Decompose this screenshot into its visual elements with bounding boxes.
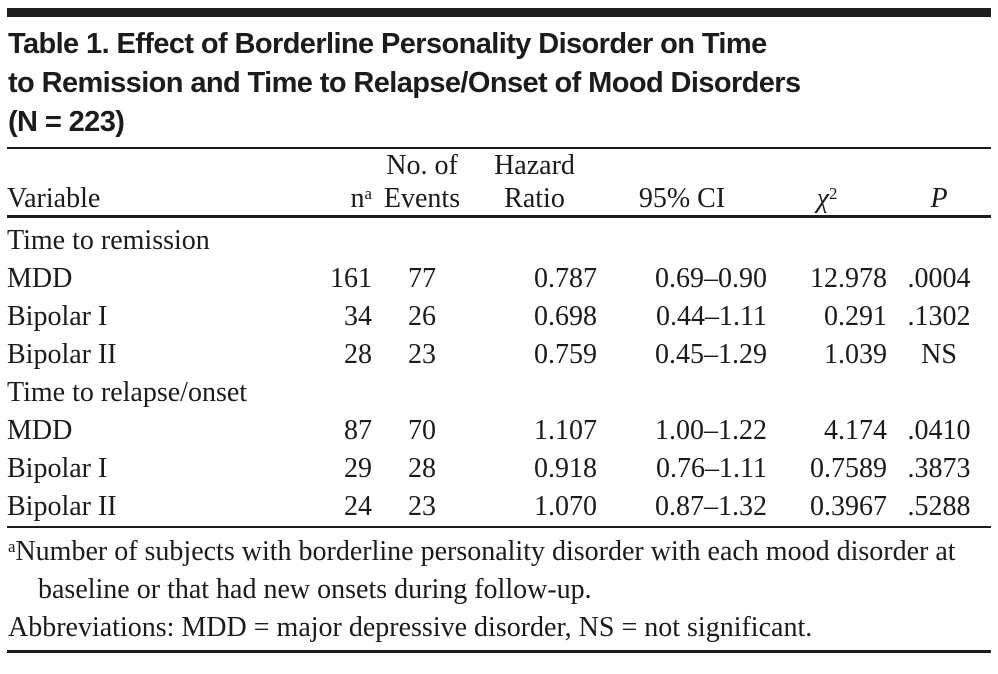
cell-p-value: .3873 [907, 453, 971, 484]
cell-n: 28 [344, 339, 372, 370]
cell-hazard-ratio: 0.759 [534, 339, 597, 370]
section-row-time-to-relapse-onset: Time to relapse/onset [7, 377, 248, 408]
cell-hazard-ratio: 0.918 [534, 453, 597, 484]
cell-hazard-ratio: 1.107 [534, 415, 597, 446]
cell-events: 77 [408, 263, 436, 294]
cell-events: 28 [408, 453, 436, 484]
cell-n: 24 [344, 491, 372, 522]
column-header-no-of-events: No. of Events [372, 149, 472, 218]
column-header-chi-square: χ2 [767, 149, 887, 218]
cell-variable: Bipolar I [7, 301, 108, 332]
cell-ci: 0.45–1.29 [655, 339, 767, 370]
cell-variable: Bipolar II [7, 339, 117, 370]
cell-p-value: .0410 [907, 415, 971, 446]
cell-ci: 1.00–1.22 [655, 415, 767, 446]
footnote-abbreviations: Abbreviations: MDD = major depressive di… [8, 612, 813, 643]
cell-hazard-ratio: 1.070 [534, 491, 597, 522]
cell-events: 23 [408, 339, 436, 370]
cell-events: 70 [408, 415, 436, 446]
journal-table-figure: Table 1. Effect of Borderline Personalit… [0, 8, 998, 674]
results-table: Variable na No. of Events Hazard Ratio 9… [7, 149, 991, 528]
section-row-time-to-remission: Time to remission [7, 225, 210, 256]
cell-chi-square: 0.3967 [810, 491, 887, 522]
cell-chi-square: 12.978 [810, 263, 887, 294]
footnote-a-text: Number of subjects with borderline perso… [15, 536, 956, 605]
top-rule-thick [7, 8, 991, 17]
cell-ci: 0.69–0.90 [655, 263, 767, 294]
cell-variable: MDD [7, 415, 73, 446]
table-header-row: Variable na No. of Events Hazard Ratio 9… [7, 149, 991, 218]
cell-chi-square: 0.291 [824, 301, 887, 332]
column-header-variable: Variable [7, 149, 302, 218]
cell-chi-square: 1.039 [824, 339, 887, 370]
table-title-line-3: (N = 223) [8, 106, 125, 138]
footnote-a: aNumber of subjects with borderline pers… [8, 533, 991, 609]
cell-p-value: NS [921, 339, 957, 370]
table-title-line-1: Table 1. Effect of Borderline Personalit… [8, 28, 767, 60]
column-header-hazard-ratio: Hazard Ratio [472, 149, 597, 218]
footnote-a-marker: a [8, 536, 16, 556]
table-footnotes: aNumber of subjects with borderline pers… [8, 533, 991, 647]
cell-ci: 0.87–1.32 [655, 491, 767, 522]
cell-ci: 0.44–1.11 [656, 301, 767, 332]
cell-variable: Bipolar II [7, 491, 117, 522]
table-title: Table 1. Effect of Borderline Personalit… [8, 25, 991, 142]
table-row: MDD 161 77 0.787 0.69–0.90 12.978 .0004 [7, 260, 991, 298]
cell-hazard-ratio: 0.698 [534, 301, 597, 332]
table-row: Bipolar II 24 23 1.070 0.87–1.32 0.3967 … [7, 488, 991, 527]
table-title-line-2: to Remission and Time to Relapse/Onset o… [8, 67, 801, 99]
rule-under-title [7, 147, 991, 149]
cell-n: 29 [344, 453, 372, 484]
bottom-rule [7, 650, 991, 653]
superscript-a: a [364, 183, 372, 203]
column-header-p-value: P [887, 149, 991, 218]
column-header-n: na [302, 149, 372, 218]
cell-n: 161 [330, 263, 372, 294]
table-row: Bipolar I 34 26 0.698 0.44–1.11 0.291 .1… [7, 298, 991, 336]
column-header-95-ci: 95% CI [597, 149, 767, 218]
cell-p-value: .1302 [907, 301, 971, 332]
table-row: Bipolar I 29 28 0.918 0.76–1.11 0.7589 .… [7, 450, 991, 488]
cell-chi-square: 0.7589 [810, 453, 887, 484]
cell-events: 26 [408, 301, 436, 332]
table-row: Bipolar II 28 23 0.759 0.45–1.29 1.039 N… [7, 336, 991, 374]
cell-p-value: .0004 [907, 263, 971, 294]
cell-chi-square: 4.174 [824, 415, 887, 446]
cell-p-value: .5288 [907, 491, 971, 522]
cell-variable: MDD [7, 263, 73, 294]
cell-hazard-ratio: 0.787 [534, 263, 597, 294]
cell-n: 87 [344, 415, 372, 446]
cell-variable: Bipolar I [7, 453, 108, 484]
superscript-2: 2 [828, 183, 838, 203]
table-row: MDD 87 70 1.107 1.00–1.22 4.174 .0410 [7, 412, 991, 450]
cell-events: 23 [408, 491, 436, 522]
cell-ci: 0.76–1.11 [656, 453, 767, 484]
cell-n: 34 [344, 301, 372, 332]
